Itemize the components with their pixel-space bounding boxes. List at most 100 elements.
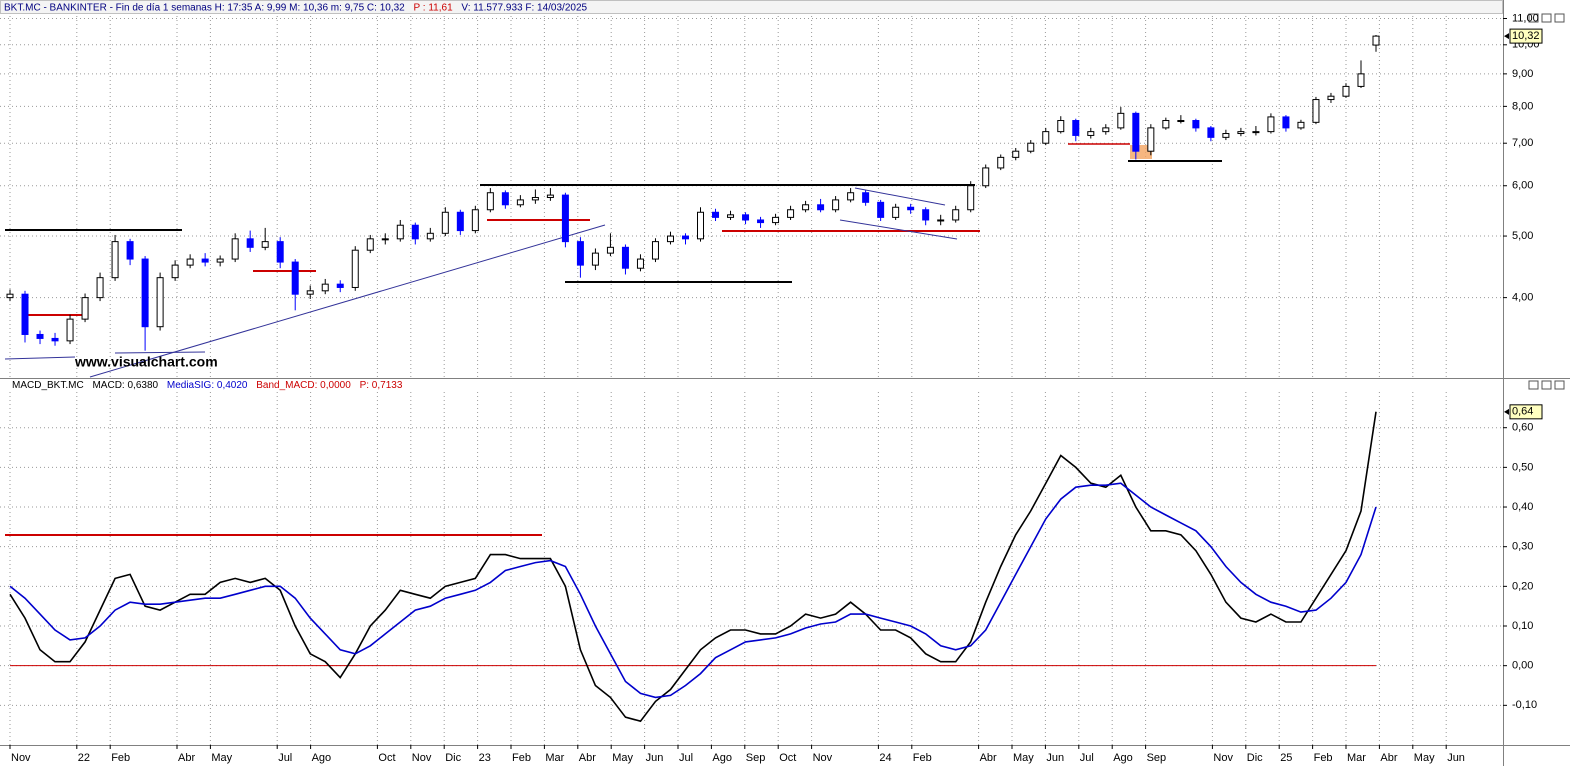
candle-body	[1072, 120, 1080, 136]
candle-body	[366, 238, 374, 251]
candle-body	[126, 241, 134, 260]
x-tick-label: Feb	[111, 752, 130, 764]
close-button[interactable]	[1554, 380, 1565, 390]
candle-body	[1312, 99, 1320, 123]
candle-body	[636, 258, 644, 269]
candle-body	[606, 246, 614, 254]
x-tick-label: Jun	[646, 752, 664, 764]
minimize-button[interactable]	[1528, 380, 1539, 390]
x-tick-label: Abr	[178, 752, 195, 764]
legend-name: P	[360, 380, 367, 391]
candle-body	[1057, 120, 1065, 133]
price-tag	[1509, 404, 1543, 420]
candle-body	[937, 219, 945, 222]
candle-body	[171, 264, 179, 279]
x-tick-label: 22	[78, 752, 90, 764]
candle-body	[1267, 116, 1275, 133]
candle-body	[1162, 120, 1170, 129]
legend-readout: : 0,4020	[211, 380, 248, 391]
candle-body	[1252, 131, 1260, 134]
x-tick-label: Ago	[1113, 752, 1133, 764]
price-tag-label: 0,64	[1512, 406, 1533, 418]
macd-line	[9, 411, 1377, 723]
watermark: www.visualchart.com	[74, 354, 218, 370]
header-text: BKT.MC - BANKINTER - Fin de día 1 semana…	[4, 2, 405, 13]
candle-body	[772, 216, 780, 224]
candle-body	[727, 214, 735, 218]
maximize-button[interactable]	[1541, 380, 1552, 390]
candle-body	[922, 209, 930, 221]
candle-body	[847, 192, 855, 201]
candle-body	[456, 211, 464, 232]
x-tick-label: May	[211, 752, 232, 764]
trend-line	[114, 351, 206, 354]
legend-name: Band_MACD	[256, 380, 314, 391]
y-tick-label: 0,40	[1512, 501, 1533, 513]
candle-body	[1327, 95, 1335, 101]
candle-body	[576, 241, 584, 266]
candle-body	[952, 209, 960, 221]
candle-body	[1207, 127, 1215, 138]
x-tick-label: May	[612, 752, 633, 764]
candle-body	[1177, 120, 1185, 123]
x-tick-label: Jun	[1447, 752, 1465, 764]
x-tick-label: 25	[1280, 752, 1292, 764]
candle-body	[486, 192, 494, 211]
candle-body	[111, 241, 119, 279]
trend-line	[89, 224, 606, 378]
candle-body	[66, 318, 74, 342]
x-tick-label: Feb	[512, 752, 531, 764]
candle-body	[817, 204, 825, 211]
candle-body	[546, 194, 554, 198]
candle-body	[907, 206, 915, 211]
candle-body	[802, 204, 810, 211]
price-tag-arrow	[1504, 33, 1509, 40]
maximize-button[interactable]	[1541, 13, 1552, 23]
candle-body	[712, 211, 720, 218]
y-tick-label: 0,00	[1512, 660, 1533, 672]
x-tick-label: Jun	[1046, 752, 1064, 764]
x-tick-label: Oct	[779, 752, 796, 764]
marks	[6, 35, 1380, 723]
x-tick-label: 23	[479, 752, 491, 764]
x-tick-label: May	[1013, 752, 1034, 764]
x-tick-label: Jul	[278, 752, 292, 764]
trend-line	[4, 356, 76, 360]
x-tick-label: Ago	[312, 752, 332, 764]
y-tick-label: 8,00	[1512, 100, 1533, 112]
candle-body	[231, 238, 239, 260]
candle-body	[396, 224, 404, 240]
x-tick-label: Sep	[746, 752, 766, 764]
legend-readout: : 0,6380	[122, 380, 159, 391]
header-text: P : 11,61	[414, 2, 454, 13]
candle-body	[321, 283, 329, 292]
close-button[interactable]	[1554, 13, 1565, 23]
candle-body	[411, 224, 419, 240]
macd-title: MACD_BKT.MC	[12, 380, 84, 391]
candle-body	[1027, 142, 1035, 152]
minimize-button[interactable]	[1528, 13, 1539, 23]
candle-body	[306, 290, 314, 295]
candle-body	[1372, 35, 1380, 46]
window-buttons	[1528, 13, 1565, 390]
candle-body	[1237, 131, 1245, 135]
price-tag-arrow	[1504, 408, 1509, 415]
x-tick-label: Abr	[1380, 752, 1397, 764]
candle-body	[621, 246, 629, 269]
candle-body	[1042, 131, 1050, 144]
x-tick-label: Nov	[1213, 752, 1233, 764]
x-tick-label: Dic	[445, 752, 461, 764]
candle-body	[651, 241, 659, 260]
x-tick-label: Abr	[579, 752, 596, 764]
price-tag-label: 10,32	[1512, 30, 1540, 42]
candle-body	[426, 232, 434, 240]
y-tick-label: 0,60	[1512, 422, 1533, 434]
x-tick-label: 24	[879, 752, 891, 764]
candle-body	[381, 238, 389, 241]
y-tick-label: -0,10	[1512, 699, 1537, 711]
candle-body	[1012, 150, 1020, 158]
x-tick-label: Mar	[1347, 752, 1366, 764]
macd-header: MACD_BKT.MC MACD: 0,6380 MediaSIG: 0,402…	[12, 380, 403, 391]
candle-body	[1192, 120, 1200, 129]
x-tick-label: Nov	[813, 752, 833, 764]
